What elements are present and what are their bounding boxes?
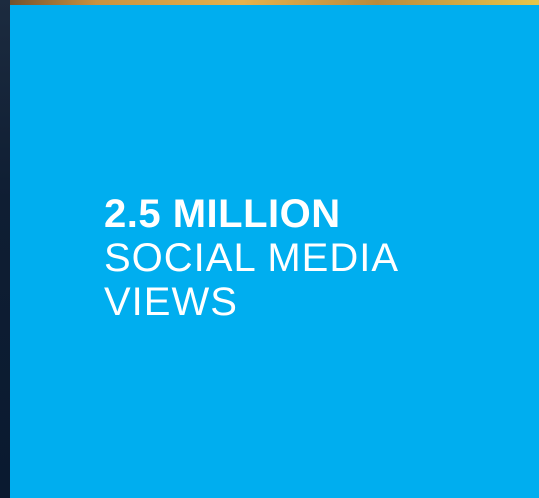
- dark-edge: [0, 0, 10, 498]
- stat-value: 2.5 MILLION: [104, 192, 341, 236]
- stat-label-line1: SOCIAL MEDIA: [104, 236, 400, 280]
- stat-block: 2.5 MILLION SOCIAL MEDIA VIEWS: [104, 192, 524, 324]
- photo-strip: [0, 0, 539, 5]
- stat-label-line2: VIEWS: [104, 280, 238, 324]
